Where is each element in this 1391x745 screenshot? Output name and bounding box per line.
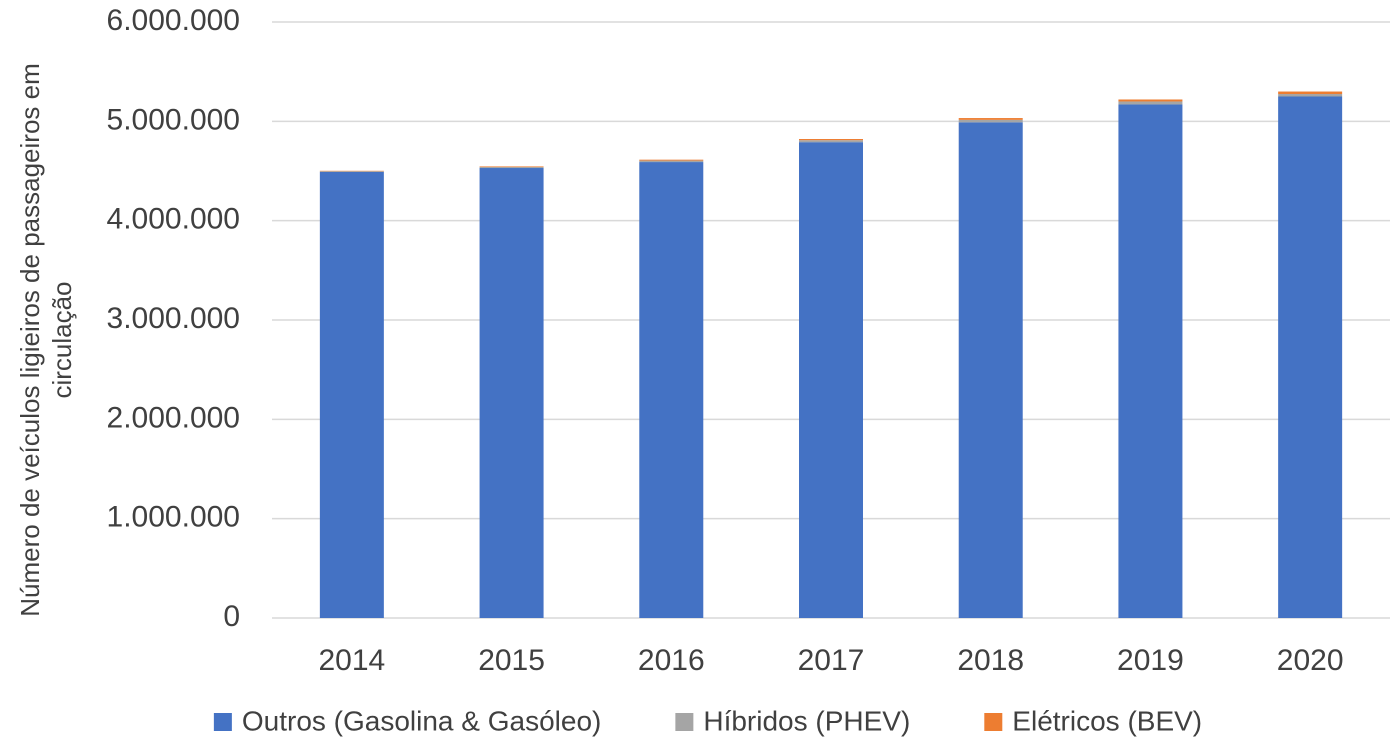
x-tick-label: 2017 — [798, 644, 865, 677]
x-tick-label: 2014 — [318, 644, 385, 677]
bar-segment — [319, 171, 384, 172]
bar-segment — [1278, 94, 1343, 97]
y-axis-title-line: Número de veículos ligieiros de passagei… — [15, 63, 45, 617]
bar-segment — [1118, 101, 1183, 105]
bar-segment — [479, 168, 544, 618]
bar-segment — [799, 139, 863, 141]
legend-swatch — [675, 713, 694, 731]
legend-swatch — [213, 713, 232, 731]
bar-segment — [639, 159, 704, 161]
bar-segment — [1278, 91, 1343, 95]
x-tick-label: 2020 — [1277, 644, 1344, 677]
y-tick-label: 5.000.000 — [107, 103, 240, 136]
bar-segment — [1118, 99, 1183, 102]
bar-segment — [479, 167, 544, 169]
y-axis-title-line: circulação — [47, 281, 77, 398]
y-tick-label: 4.000.000 — [107, 203, 240, 236]
legend-label: Elétricos (BEV) — [1012, 705, 1202, 736]
x-tick-label: 2018 — [957, 644, 1024, 677]
bar-segment — [479, 166, 544, 168]
y-tick-label: 0 — [223, 600, 240, 633]
bar-segment — [799, 142, 863, 618]
legend-label: Outros (Gasolina & Gasóleo) — [242, 705, 602, 736]
y-tick-label: 1.000.000 — [107, 501, 240, 534]
x-tick-label: 2015 — [478, 644, 545, 677]
bar-segment — [1278, 96, 1343, 618]
bar-segment — [958, 122, 1023, 619]
y-tick-label: 2.000.000 — [107, 401, 240, 434]
x-tick-label: 2016 — [638, 644, 705, 677]
bar-segment — [319, 171, 384, 618]
bar-segment — [958, 119, 1023, 123]
y-axis-title: Número de veículos ligieiros de passagei… — [15, 63, 77, 617]
y-tick-label: 3.000.000 — [107, 302, 240, 335]
legend-label: Híbridos (PHEV) — [703, 705, 910, 736]
bar-segment — [639, 162, 704, 618]
bar-segment — [958, 118, 1023, 120]
x-tick-label: 2019 — [1117, 644, 1184, 677]
bar-segment — [799, 140, 863, 143]
y-tick-label: 6.000.000 — [107, 4, 240, 37]
bar-segment — [1118, 104, 1183, 619]
legend-swatch — [984, 713, 1003, 731]
bar-segment — [639, 160, 704, 163]
